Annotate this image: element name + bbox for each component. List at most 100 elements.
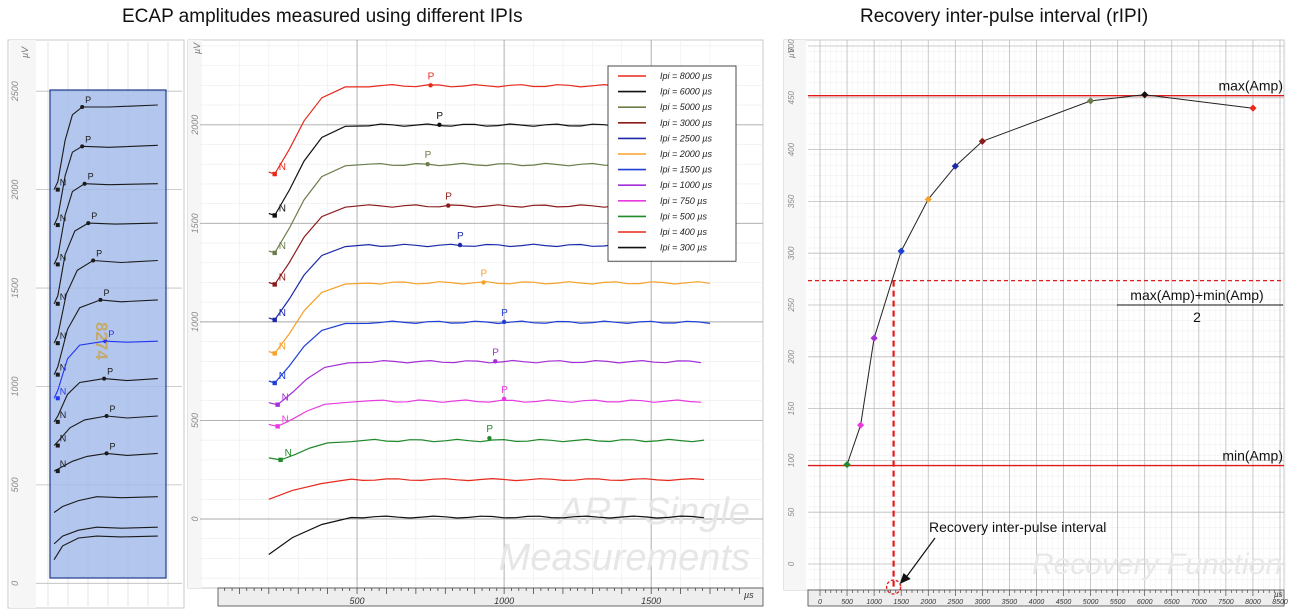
ecap-trace (268, 281, 711, 355)
overview-trace (53, 144, 158, 226)
ecap-p-label: P (481, 268, 488, 279)
recovery-point (897, 247, 905, 255)
overview-trace (53, 415, 158, 446)
overview-trace (53, 104, 158, 190)
ecap-watermark-line1: ART Single (556, 491, 750, 533)
ecap-legend-label: Ipi = 6000 µs (660, 87, 712, 97)
recovery-point (924, 195, 932, 203)
ecap-ytick-label: 2000 (190, 115, 200, 136)
ecap-n-label: N (282, 393, 289, 404)
recovery-curve (846, 94, 1253, 465)
ecap-legend-label: Ipi = 5000 µs (660, 102, 712, 112)
ecap-n-marker (272, 282, 277, 287)
recovery-ytick-label: 50 (787, 507, 796, 516)
overview-n-label: N (60, 459, 66, 469)
overview-axis-strip (10, 40, 36, 608)
ecap-p-marker (481, 280, 486, 285)
ripi-arrow-shaft (905, 537, 936, 579)
recovery-xtick-label: 3500 (1002, 599, 1018, 606)
ecap-n-marker (272, 380, 277, 386)
ecap-axis-strip (188, 40, 202, 588)
recovery-xtick-label: 4000 (1029, 599, 1045, 606)
ecap-legend (607, 65, 737, 262)
recovery-ytick-label: 200 (787, 350, 796, 365)
ripi-circle (885, 579, 902, 595)
ecap-ytick-label: 1000 (190, 312, 200, 332)
ecap-n-marker (272, 213, 277, 218)
ecap-trace (268, 399, 702, 428)
overview-trace (53, 526, 158, 545)
recovery-frame (783, 39, 1285, 591)
ecap-xtick-label: 1500 (641, 596, 661, 606)
ecap-ylabel: µV (192, 42, 202, 54)
ecap-p-marker (493, 359, 498, 364)
recovery-ytick-label: 400 (787, 142, 796, 156)
ecap-n-marker (272, 250, 277, 256)
recovery-point (843, 460, 851, 469)
overview-n-label: N (60, 434, 66, 444)
overview-p-marker (91, 258, 96, 263)
recovery-xtick-label: 6500 (1164, 599, 1180, 606)
overview-ytick-label: 1000 (10, 376, 20, 396)
ecap-n-marker (272, 317, 277, 323)
max-amp-label: max(Amp) (1218, 78, 1283, 94)
ecap-trace (268, 515, 705, 555)
ecap-trace (268, 438, 705, 461)
overview-n-marker (55, 341, 60, 346)
ecap-trace (268, 477, 705, 500)
recovery-xtick-label: 7000 (1191, 599, 1207, 606)
ecap-legend-label: Ipi = 1500 µs (660, 165, 712, 175)
overview-p-marker (80, 144, 85, 149)
ecap-p-label: P (428, 71, 435, 82)
recovery-ytick-label: 300 (787, 246, 796, 260)
overview-p-label: P (91, 211, 97, 221)
ecap-p-marker (457, 242, 463, 248)
recovery-point (1249, 104, 1257, 112)
recovery-xtick-label: 8000 (1245, 599, 1261, 606)
ecap-p-marker (501, 319, 507, 325)
overview-trace (53, 222, 158, 305)
ecap-xlabel: µs (744, 590, 754, 600)
recovery-xtick-label: 5500 (1110, 599, 1126, 606)
recovery-watermark: Recovery Function (1032, 548, 1282, 581)
right-title: Recovery inter-pulse interval (rIPI) (860, 6, 1149, 27)
recovery-ylabel: µV (787, 47, 796, 58)
recovery-xtick-label: 8500 (1272, 599, 1288, 606)
overview-n-label: N (60, 178, 66, 188)
recovery-xtick-label: 500 (841, 599, 853, 606)
overview-n-label: N (60, 292, 66, 302)
ecap-xtick-label: 1000 (494, 596, 514, 606)
overview-trace (53, 299, 158, 375)
ecap-legend-label: Ipi = 8000 µs (660, 71, 712, 81)
recovery-point (978, 137, 986, 145)
recovery-xtick-label: 2000 (919, 599, 936, 606)
recovery-ytick-label: 450 (787, 91, 796, 105)
recovery-xtick-label: 4500 (1056, 599, 1072, 606)
overview-p-marker (104, 451, 109, 456)
overview-n-label: N (60, 410, 66, 420)
ecap-legend-label: Ipi = 3000 µs (660, 118, 712, 128)
overview-p-marker (98, 297, 103, 302)
overview-p-marker (86, 221, 91, 226)
ecap-p-label: P (486, 424, 493, 435)
overview-panel: 0 500 1000 1500 2000 2500 µV N P N P N P N P N P N P N P N P N P… (7, 39, 185, 609)
ecap-n-label: N (279, 341, 286, 352)
recovery-axis-strip (784, 40, 806, 590)
recovery-xtick-label: 2500 (947, 599, 964, 606)
overview-n-marker (55, 372, 60, 377)
ecap-n-label: N (285, 448, 292, 459)
overview-n-marker (55, 469, 60, 474)
ecap-p-label: P (436, 111, 443, 122)
overview-n-marker (55, 223, 60, 228)
overview-n-marker (55, 443, 60, 448)
ecap-n-label: N (279, 162, 286, 173)
ecap-p-label: P (425, 150, 432, 161)
mid-amp-denominator: 2 (1193, 309, 1201, 325)
overview-ytick-label: 2000 (10, 180, 20, 201)
recovery-xtick-label: 1500 (893, 599, 909, 606)
ecap-watermark-line2: Measurements (499, 537, 750, 579)
overview-n-label: N (60, 331, 66, 341)
recovery-xtick-label: 1000 (866, 599, 882, 606)
ecap-legend-label: Ipi = 300 µs (660, 243, 707, 253)
